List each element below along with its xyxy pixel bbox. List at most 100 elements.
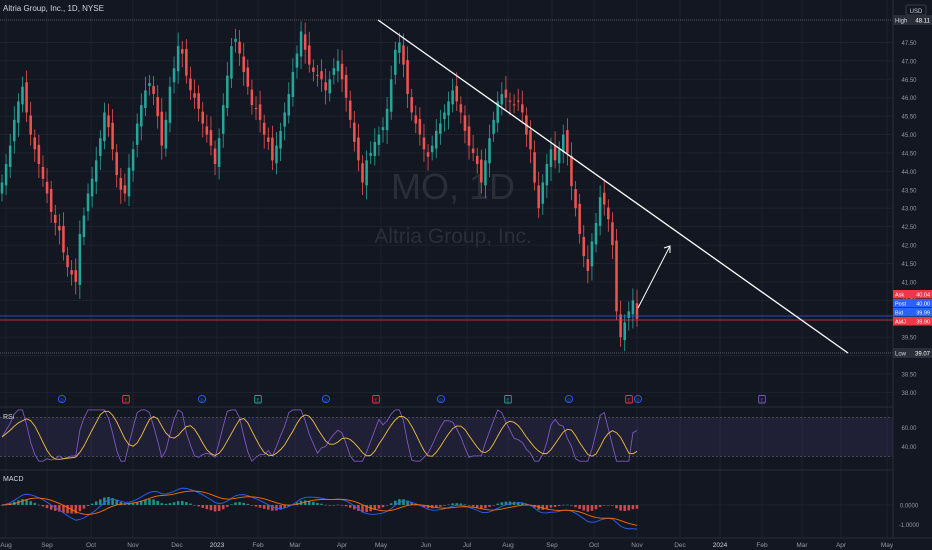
macd-histogram-bar (267, 505, 270, 510)
time-tick-label: Mar (796, 542, 808, 549)
low-tag (893, 348, 932, 358)
price-tick-label: 45.50 (901, 115, 917, 121)
macd-histogram-bar (627, 505, 631, 511)
candle-body (74, 270, 78, 282)
event-marker[interactable]: E (122, 395, 130, 404)
dividend-icon (57, 394, 67, 404)
macd-histogram-bar (176, 501, 180, 505)
time-tick-label: May (881, 542, 894, 549)
macd-histogram-bar (242, 502, 245, 505)
event-marker[interactable]: D (197, 394, 207, 404)
downtrend-line[interactable] (377, 19, 849, 354)
price-scale[interactable] (893, 0, 932, 550)
macd-histogram-bar (217, 505, 221, 512)
candlestick-series (0, 21, 639, 352)
event-marker[interactable]: D (633, 394, 643, 404)
price-tick-label: 39.50 (901, 336, 917, 342)
macd-histogram-bar (340, 505, 344, 506)
macd-histogram-bar (504, 501, 508, 505)
macd-histogram-bar (357, 505, 360, 511)
macd-histogram-bar (25, 499, 28, 505)
time-tick-label: Sep (546, 542, 558, 549)
candle-body (439, 123, 442, 134)
candle-body (557, 149, 561, 164)
price-tick-label: 43.50 (901, 188, 917, 194)
candle-body (422, 137, 426, 150)
macd-histogram-bar (279, 505, 282, 510)
event-marker-glyph: D (60, 397, 64, 402)
dividend-icon (197, 394, 207, 404)
earnings-icon (625, 395, 633, 404)
candle-body (209, 130, 213, 146)
macd-histogram-bar (140, 500, 143, 505)
candle-body (45, 181, 49, 194)
time-tick-label: May (375, 542, 388, 549)
candle-body (258, 104, 262, 120)
price-tick-label: 46.50 (901, 78, 917, 84)
candle-body (156, 96, 159, 117)
time-axis[interactable] (0, 538, 932, 550)
candle-body (213, 148, 217, 165)
macd-histogram-bar (29, 501, 32, 505)
event-marker[interactable]: E (372, 395, 380, 404)
macd-histogram-bar (180, 501, 184, 505)
macd-histogram-bar (328, 505, 332, 506)
macd-histogram-bar (316, 502, 319, 505)
macd-histogram-bar (258, 505, 262, 508)
macd-histogram-bar (246, 503, 250, 505)
quote-tag-label: Ask (895, 293, 904, 299)
macd-tick-label: -1.0000 (899, 523, 920, 529)
candle-body (635, 303, 639, 319)
macd-histogram-bar (541, 505, 545, 510)
time-tick-label: 2023 (210, 542, 225, 549)
time-tick-label: Oct (86, 542, 96, 549)
currency-label: USD (910, 9, 923, 15)
candle-body (373, 141, 377, 156)
macd-histogram-bar (361, 505, 364, 513)
macd-histogram-bar (574, 505, 577, 508)
time-tick-label: Dec (674, 542, 686, 549)
candle-body (631, 300, 635, 315)
event-marker[interactable]: D (564, 394, 574, 404)
macd-histogram-bar (402, 499, 405, 505)
candle-body (320, 71, 323, 80)
candle-body (443, 112, 446, 120)
macd-histogram-bar (426, 505, 430, 509)
time-tick-label: Aug (0, 542, 12, 549)
event-marker[interactable]: D (321, 394, 331, 404)
macd-histogram-bar (566, 504, 569, 506)
macd-histogram-bar (156, 500, 159, 505)
candle-body (508, 100, 512, 102)
event-marker[interactable]: D (436, 394, 446, 404)
event-marker[interactable]: E (504, 395, 512, 404)
projection-arrow[interactable] (637, 245, 671, 309)
macd-histogram-bar (152, 499, 155, 505)
candle-body (164, 119, 168, 149)
candle-body (566, 130, 569, 153)
rsi-series (1, 409, 638, 462)
macd-histogram-bar (471, 505, 475, 507)
macd-histogram-bar (623, 505, 626, 512)
macd-histogram-bar (283, 505, 286, 509)
event-marker[interactable]: E (758, 395, 766, 404)
event-marker[interactable]: E (625, 395, 633, 404)
candle-body (619, 314, 622, 338)
macd-histogram-bar (348, 505, 352, 508)
candle-body (471, 148, 475, 153)
candle-body (394, 49, 397, 75)
macd-histogram-bar (37, 504, 41, 506)
candle-body (250, 89, 254, 106)
candle-body (611, 222, 614, 246)
event-marker[interactable]: D (57, 394, 67, 404)
event-marker-glyph: E (627, 397, 630, 402)
macd-histogram-bar (467, 505, 471, 506)
time-tick-labels: Aug Sep Oct Nov Dec 2023 Feb Mar Apr May Jun Jul Aug… (0, 542, 894, 549)
event-marker[interactable]: E (254, 395, 262, 404)
macd-histogram-bar (127, 503, 131, 505)
candle-body (29, 115, 32, 135)
candle-body (357, 137, 360, 161)
candle-body (623, 322, 626, 341)
